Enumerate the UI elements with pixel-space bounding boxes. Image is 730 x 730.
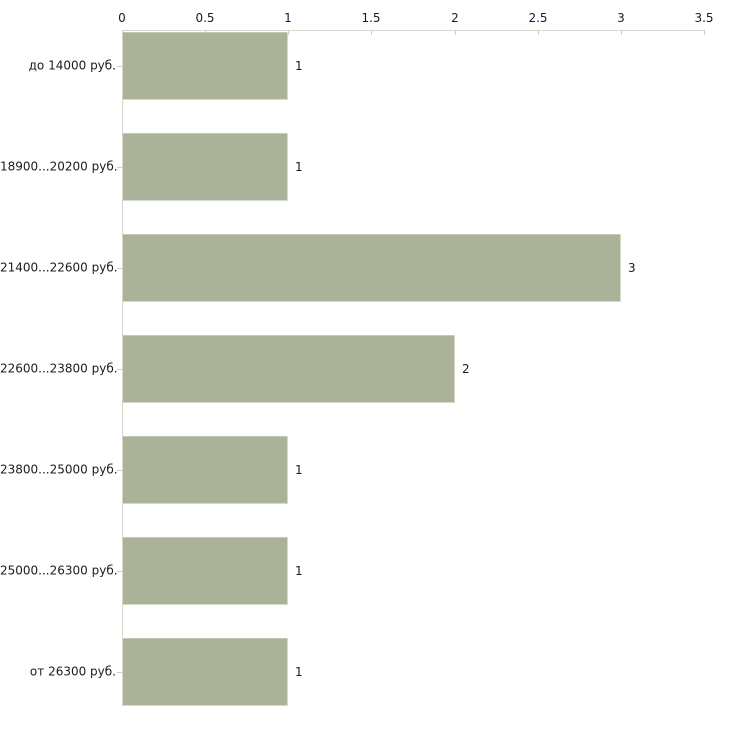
- x-axis-tick-mark: [621, 30, 622, 35]
- bar: [123, 436, 288, 504]
- x-axis-tick-label: 3: [617, 11, 625, 25]
- y-axis-line: [122, 30, 123, 706]
- category-tick-mark: [117, 167, 122, 168]
- bar-value-label: 2: [462, 362, 470, 376]
- category-tick-mark: [117, 571, 122, 572]
- category-label: 23800...25000 руб.: [0, 462, 118, 477]
- bar: [123, 234, 621, 302]
- x-axis-tick-mark: [538, 30, 539, 35]
- bar-value-label: 3: [628, 261, 636, 275]
- x-axis-line: [122, 30, 704, 31]
- category-label: 18900...20200 руб.: [0, 159, 118, 174]
- x-axis-tick-label: 2.5: [528, 11, 548, 25]
- x-axis-tick-label: 2: [451, 11, 459, 25]
- category-tick-mark: [117, 470, 122, 471]
- category-label: от 26300 руб.: [29, 664, 116, 679]
- category-tick-mark: [117, 672, 122, 673]
- category-tick-mark: [117, 66, 122, 67]
- bar-value-label: 1: [295, 564, 303, 578]
- bar-value-label: 1: [295, 59, 303, 73]
- category-label: 22600...23800 руб.: [0, 361, 118, 376]
- x-axis-tick-label: 3.5: [694, 11, 714, 25]
- bar-value-label: 1: [295, 665, 303, 679]
- x-axis-tick-mark: [371, 30, 372, 35]
- x-axis-tick-mark: [122, 30, 123, 35]
- x-axis-tick-label: 1.5: [361, 11, 381, 25]
- x-axis-tick-mark: [455, 30, 456, 35]
- category-label: 21400...22600 руб.: [0, 260, 118, 275]
- x-axis-tick-label: 1: [284, 11, 292, 25]
- x-axis-tick-label: 0: [118, 11, 126, 25]
- bar-value-label: 1: [295, 463, 303, 477]
- category-tick-mark: [117, 369, 122, 370]
- bar: [123, 32, 288, 100]
- bar: [123, 335, 455, 403]
- category-label: 25000...26300 руб.: [0, 563, 118, 578]
- bar: [123, 133, 288, 201]
- category-label: до 14000 руб.: [28, 58, 116, 73]
- category-tick-mark: [117, 268, 122, 269]
- x-axis-tick-mark: [288, 30, 289, 35]
- x-axis-tick-label: 0.5: [195, 11, 215, 25]
- x-axis-tick-mark: [704, 30, 705, 35]
- bar-value-label: 1: [295, 160, 303, 174]
- bar: [123, 537, 288, 605]
- bar: [123, 638, 288, 706]
